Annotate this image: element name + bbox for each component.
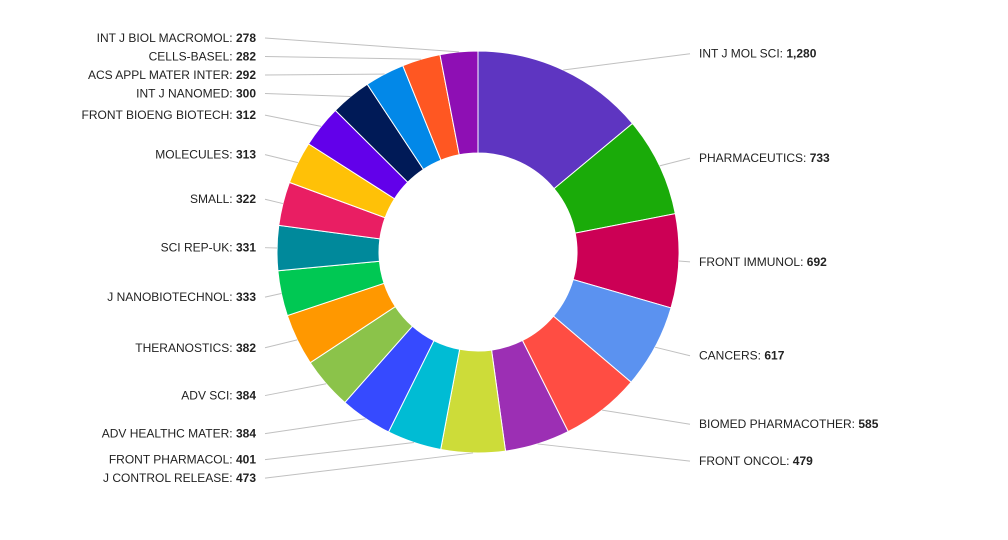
label-value: 617: [764, 349, 784, 363]
leader-line-front-immunol: [678, 260, 691, 263]
label-value: 384: [236, 389, 256, 403]
label-name: FRONT ONCOL:: [699, 454, 793, 468]
label-adv-healthc-mater: ADV HEALTHC MATER: 384: [102, 427, 257, 441]
leader-line-j-nanobiotechnol: [264, 292, 282, 298]
leader-line-adv-healthc-mater: [264, 418, 366, 435]
label-value: 300: [236, 87, 256, 101]
leader-line-theranostics: [264, 339, 298, 349]
leader-line-front-bioeng-biotech: [264, 114, 322, 127]
label-name: SMALL:: [190, 192, 236, 206]
label-name: THERANOSTICS:: [135, 341, 236, 355]
label-value: 384: [236, 427, 256, 441]
label-front-oncol: FRONT ONCOL: 479: [699, 454, 813, 468]
label-int-j-biol-macromol: INT J BIOL MACROMOL: 278: [97, 31, 257, 45]
label-value: 733: [810, 151, 830, 165]
label-name: J CONTROL RELEASE:: [103, 471, 236, 485]
label-front-pharmacol: FRONT PHARMACOL: 401: [109, 453, 256, 467]
label-int-j-mol-sci: INT J MOL SCI: 1,280: [699, 47, 817, 61]
label-j-nanobiotechnol: J NANOBIOTECHNOL: 333: [107, 290, 256, 304]
leader-line-front-pharmacol: [264, 442, 415, 461]
label-biomed-pharmacother: BIOMED PHARMACOTHER: 585: [699, 417, 879, 431]
label-value: 313: [236, 148, 256, 162]
label-value: 278: [236, 31, 256, 45]
leader-line-molecules: [264, 154, 299, 164]
label-sci-rep-uk: SCI REP-UK: 331: [161, 241, 257, 255]
label-value: 401: [236, 453, 256, 467]
label-name: CELLS-BASEL:: [149, 50, 236, 64]
label-value: 473: [236, 471, 256, 485]
label-name: ACS APPL MATER INTER:: [88, 68, 236, 82]
label-name: MOLECULES:: [155, 148, 236, 162]
label-value: 692: [807, 255, 827, 269]
label-value: 312: [236, 108, 256, 122]
leader-lines-group: [264, 37, 691, 479]
leader-line-int-j-nanomed: [264, 93, 351, 98]
label-front-immunol: FRONT IMMUNOL: 692: [699, 255, 827, 269]
slice-int-j-biol-macromol[interactable]: [439, 50, 479, 156]
label-value: 331: [236, 241, 256, 255]
leader-line-cells-basel: [264, 56, 422, 60]
leader-line-front-oncol: [537, 443, 691, 462]
leader-line-small: [264, 198, 284, 205]
label-value: 479: [793, 454, 813, 468]
leader-line-pharmaceutics: [659, 157, 691, 167]
label-value: 1,280: [786, 47, 816, 61]
label-name: BIOMED PHARMACOTHER:: [699, 417, 858, 431]
label-value: 585: [858, 417, 878, 431]
label-name: J NANOBIOTECHNOL:: [107, 290, 236, 304]
leader-line-adv-sci: [264, 383, 327, 397]
leader-line-acs-appl-mater-inter: [264, 73, 385, 76]
label-name: PHARMACEUTICS:: [699, 151, 810, 165]
label-value: 292: [236, 68, 256, 82]
label-cancers: CANCERS: 617: [699, 349, 785, 363]
label-name: ADV SCI:: [181, 389, 236, 403]
leader-line-int-j-mol-sci: [563, 53, 691, 71]
label-int-j-nanomed: INT J NANOMED: 300: [136, 87, 256, 101]
label-j-control-release: J CONTROL RELEASE: 473: [103, 471, 256, 485]
label-name: INT J BIOL MACROMOL:: [97, 31, 236, 45]
label-value: 333: [236, 290, 256, 304]
label-name: SCI REP-UK:: [161, 241, 236, 255]
slices-group: [276, 50, 680, 454]
label-front-bioeng-biotech: FRONT BIOENG BIOTECH: 312: [82, 108, 257, 122]
leader-line-biomed-pharmacother: [602, 409, 691, 425]
label-value: 382: [236, 341, 256, 355]
label-name: FRONT BIOENG BIOTECH:: [82, 108, 236, 122]
label-adv-sci: ADV SCI: 384: [181, 389, 256, 403]
label-cells-basel: CELLS-BASEL: 282: [149, 50, 257, 64]
leader-line-int-j-biol-macromol: [264, 37, 459, 53]
label-name: FRONT IMMUNOL:: [699, 255, 807, 269]
label-value: 322: [236, 192, 256, 206]
leader-line-cancers: [654, 346, 691, 357]
leader-line-j-control-release: [264, 452, 474, 479]
label-molecules: MOLECULES: 313: [155, 148, 256, 162]
label-name: FRONT PHARMACOL:: [109, 453, 236, 467]
label-value: 282: [236, 50, 256, 64]
label-name: CANCERS:: [699, 349, 764, 363]
labels-group: INT J MOL SCI: 1,280 PHARMACEUTICS: 733 FR…: [82, 31, 879, 485]
label-name: ADV HEALTHC MATER:: [102, 427, 236, 441]
label-acs-appl-mater-inter: ACS APPL MATER INTER: 292: [88, 68, 256, 82]
label-theranostics: THERANOSTICS: 382: [135, 341, 256, 355]
label-small: SMALL: 322: [190, 192, 256, 206]
label-name: INT J NANOMED:: [136, 87, 236, 101]
label-name: INT J MOL SCI:: [699, 47, 786, 61]
label-pharmaceutics: PHARMACEUTICS: 733: [699, 151, 830, 165]
